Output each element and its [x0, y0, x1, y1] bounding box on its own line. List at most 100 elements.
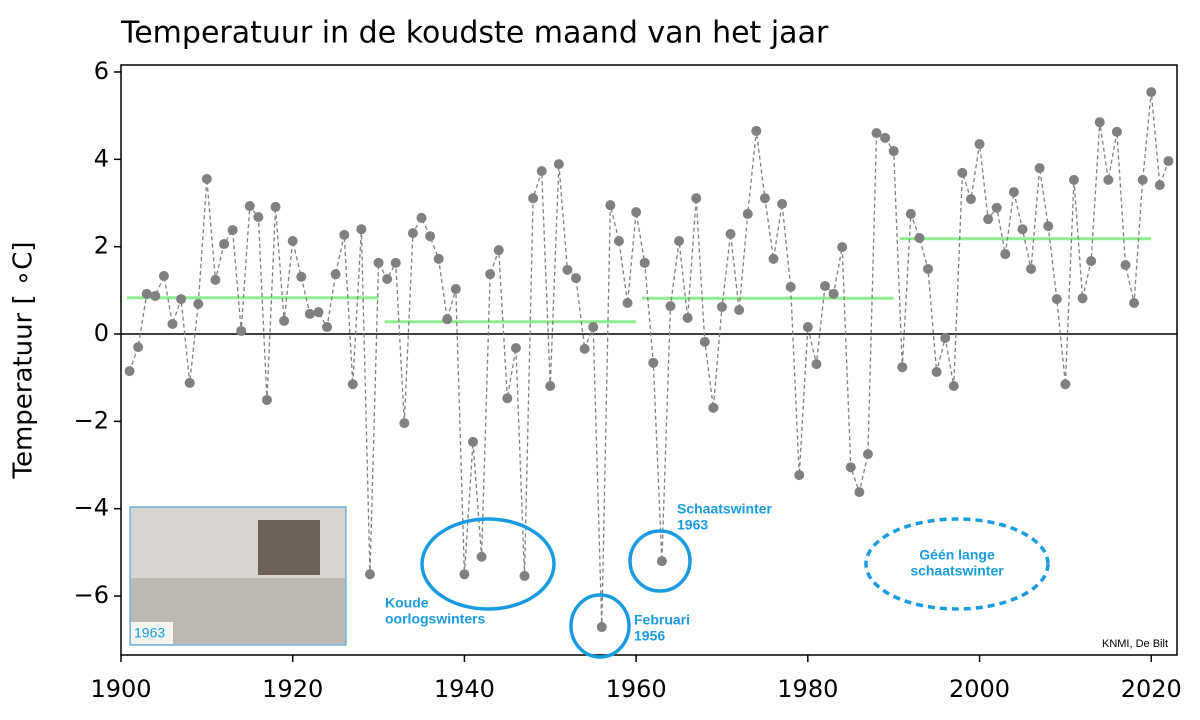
- temperature-point: [708, 402, 719, 413]
- temperature-point: [1060, 379, 1071, 390]
- temperature-point: [691, 193, 702, 204]
- temperature-point: [682, 312, 693, 323]
- temperature-point: [1103, 174, 1114, 185]
- temperature-point: [519, 570, 530, 581]
- temperature-point: [940, 332, 951, 343]
- temperature-point: [579, 343, 590, 354]
- temperature-point: [648, 357, 659, 368]
- temperature-line: [128, 92, 1170, 628]
- temperature-point: [571, 273, 582, 284]
- annotation-text: 1956: [634, 628, 665, 644]
- temperature-point: [794, 470, 805, 481]
- temperature-point: [1077, 293, 1088, 304]
- temperature-point: [176, 294, 187, 305]
- temperature-point: [837, 242, 848, 253]
- x-tick-label: 1900: [90, 675, 151, 703]
- temperature-point: [699, 336, 710, 347]
- photo-house: [258, 520, 320, 575]
- temperature-point: [777, 198, 788, 209]
- temperature-point: [914, 232, 925, 243]
- temperature-point: [639, 257, 650, 268]
- temperature-point: [502, 393, 513, 404]
- temperature-point: [193, 298, 204, 309]
- temperature-point: [253, 211, 264, 222]
- temperature-point: [562, 264, 573, 275]
- temperature-point: [948, 380, 959, 391]
- temperature-point: [897, 362, 908, 373]
- temperature-point: [888, 146, 899, 157]
- temperature-point: [1086, 256, 1097, 267]
- temperature-point: [210, 274, 221, 285]
- y-tick-label: 2: [94, 232, 109, 260]
- temperature-point: [957, 167, 968, 178]
- temperature-point: [296, 271, 307, 282]
- temperature-point: [236, 325, 247, 336]
- temperature-point: [905, 208, 916, 219]
- temperature-point: [1043, 221, 1054, 232]
- temperature-point: [339, 229, 350, 240]
- temperature-point: [631, 207, 642, 218]
- temperature-point: [871, 128, 882, 139]
- temperature-point: [862, 449, 873, 460]
- temperature-point: [820, 280, 830, 291]
- temperature-point: [1026, 263, 1037, 274]
- y-tick-label: 6: [94, 57, 109, 85]
- temperature-point: [493, 245, 504, 256]
- temperature-point: [828, 288, 839, 299]
- plot-frame: [120, 64, 1178, 656]
- annotation-outline: [628, 529, 692, 593]
- temperature-point: [1137, 174, 1148, 185]
- chart-title: Temperatuur in de koudste maand van het …: [120, 16, 829, 51]
- temperature-point: [425, 231, 436, 242]
- temperature-point: [219, 239, 230, 250]
- temperature-point: [1008, 187, 1019, 198]
- temperature-point: [124, 366, 135, 377]
- temperature-point: [244, 201, 255, 212]
- annotation-text: Géén lange: [919, 547, 995, 563]
- temperature-point: [141, 288, 152, 299]
- annotation-text: Schaatswinter: [677, 501, 772, 517]
- temperature-point: [931, 367, 942, 378]
- temperature-point: [407, 228, 418, 239]
- temperature-point: [1163, 156, 1174, 167]
- annotation-outline: [569, 593, 631, 659]
- temperature-point: [261, 394, 272, 405]
- temperature-point: [468, 436, 478, 447]
- temperature-point: [751, 125, 762, 136]
- x-tick-label: 1960: [606, 675, 667, 703]
- temperature-point: [528, 193, 539, 204]
- temperature-point: [734, 304, 745, 315]
- photo-caption-box: [131, 622, 173, 644]
- temperature-point: [742, 208, 753, 219]
- temperature-point: [158, 270, 169, 281]
- temperature-point: [545, 380, 556, 391]
- temperature-point: [347, 379, 358, 390]
- source-note: KNMI, De Bilt: [1102, 638, 1168, 650]
- temperature-point: [1154, 180, 1165, 191]
- annotation-outline: [420, 517, 556, 611]
- temperature-point: [184, 377, 195, 388]
- temperature-point: [1034, 163, 1045, 174]
- x-tick-label: 1920: [262, 675, 323, 703]
- temperature-point: [665, 301, 676, 312]
- temperature-point: [433, 253, 444, 264]
- temperature-point: [1146, 87, 1157, 98]
- temperature-point: [1094, 117, 1105, 128]
- temperature-point: [133, 342, 144, 353]
- temperature-point: [1068, 174, 1079, 185]
- y-tick-label: −6: [74, 581, 109, 609]
- temperature-point: [768, 253, 779, 264]
- temperature-point: [759, 193, 770, 204]
- temperature-point: [785, 281, 796, 292]
- temperature-point: [167, 318, 178, 329]
- y-tick-label: −4: [74, 494, 109, 522]
- temperature-point: [399, 418, 410, 429]
- photo-caption: 1963: [134, 625, 165, 641]
- temperature-point: [596, 622, 607, 633]
- annotation-text: Februari: [634, 612, 690, 628]
- temperature-point: [270, 201, 281, 212]
- temperature-point: [313, 307, 324, 318]
- temperature-point: [716, 301, 727, 312]
- x-tick-label: 1940: [434, 675, 495, 703]
